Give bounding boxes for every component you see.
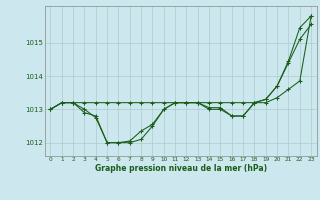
- X-axis label: Graphe pression niveau de la mer (hPa): Graphe pression niveau de la mer (hPa): [95, 164, 267, 173]
